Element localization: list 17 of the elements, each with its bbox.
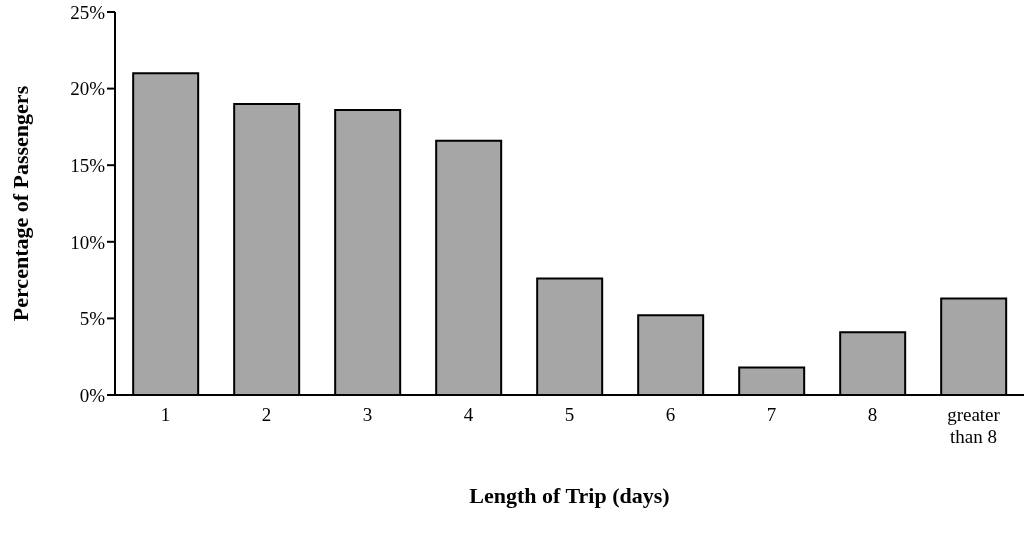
y-tick-label: 5% (79, 308, 106, 330)
x-tick-label: 7 (766, 404, 777, 425)
y-tick-label: 15% (70, 154, 106, 176)
x-tick-label: 8 (867, 404, 878, 425)
y-tick-label: 0% (79, 384, 106, 406)
y-tick-label: 25% (70, 1, 106, 23)
x-tick-label: 4 (463, 404, 474, 425)
x-tick-label: 6 (665, 404, 676, 425)
x-tick-label: greater than 8 (947, 404, 1001, 447)
x-tick-label: 5 (564, 404, 575, 425)
y-tick-label: 10% (70, 231, 106, 253)
y-tick-label: 20% (70, 78, 106, 100)
x-axis-title: Length of Trip (days) (469, 483, 670, 508)
x-tick-label: 1 (160, 404, 171, 425)
x-tick-label: 2 (261, 404, 272, 425)
x-tick-label: 3 (362, 404, 373, 425)
y-axis-title: Percentage of Passengers (7, 85, 33, 322)
